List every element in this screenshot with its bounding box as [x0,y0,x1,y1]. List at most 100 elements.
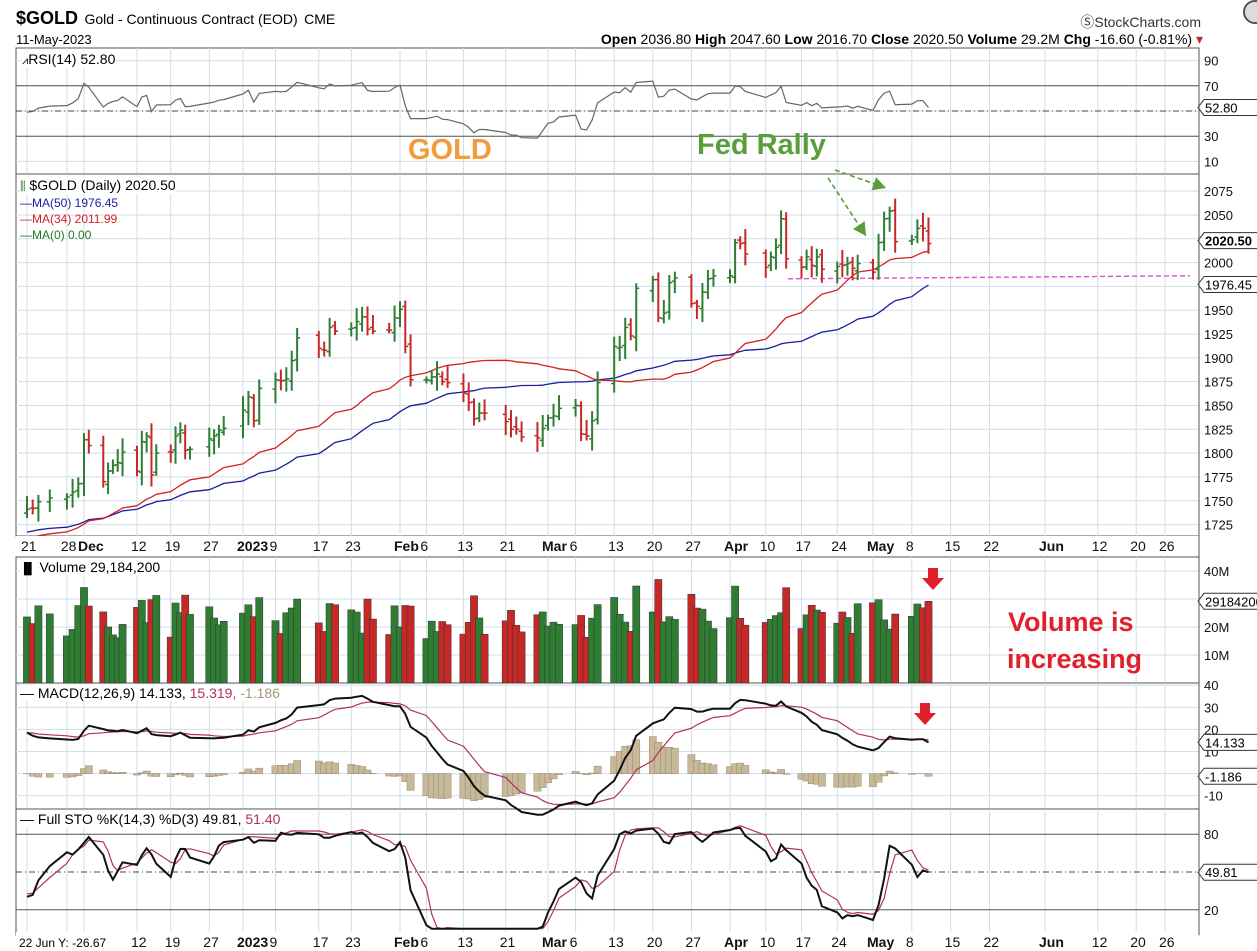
macd-hist-bar [726,766,734,774]
macd-hist-bar [593,765,602,774]
volume-bar [736,618,745,684]
macd-title-b: 15.319, [189,685,237,701]
macd-hist-bar [320,762,329,774]
volume-bar [782,587,791,684]
fed-arrow-1-head [871,177,886,191]
volume-bar [385,634,394,684]
date-axis-bottom-label: 17 [313,934,329,950]
volume-value: 29.2M [1020,31,1060,47]
volume-bar [555,624,563,684]
macd-hist-bar [843,773,852,788]
date-axis-bottom-label: 24 [831,934,847,950]
macd-value-badge: 14.133 [1197,733,1257,751]
macd-hist-bar [802,773,811,782]
date-axis-middle-label: 13 [608,538,624,554]
macd-hist-bar [68,773,77,778]
macd-hist-bar [874,773,883,783]
macd-hist-bar [571,771,580,774]
volume-bar [406,605,415,684]
volume-bar [181,594,190,684]
date-axis-bottom-label: 6 [420,934,428,950]
macd-hist-bar [767,771,775,774]
volume-note-line2: increasing [1007,644,1143,674]
macd-tick-label: -10 [1204,789,1223,804]
price-panel [15,173,1200,537]
ma50-legend-label: MA(50) 1976.45 [32,196,119,210]
macd-hist-bar [427,773,436,799]
macd-hist-bar [731,763,739,774]
volume-bar [512,625,521,684]
ma0-legend-label: MA(0) 0.00 [32,228,92,242]
macd-hist-bar [46,773,54,778]
sto-value-badge: 49.81 [1197,863,1257,881]
volume-title: ▐▌ Volume 29,184,200 [20,559,161,575]
volume-bar [924,601,933,684]
volume-bar [812,609,821,684]
volume-bar [443,624,452,684]
macd-tick-label: 10 [1204,745,1218,760]
volume-bar [287,607,296,684]
volume-value-badge-shape [1197,592,1257,610]
date-axis-bottom-label: Feb [394,934,419,950]
volume-bar [34,605,43,684]
macd-hist-bar [282,765,291,774]
macd-hist-bar [464,773,473,800]
volume-bar [137,600,146,684]
cursor-readout: 22 Jun Y: -26.67 [19,936,111,950]
macd-hist-bar [660,746,668,774]
rsi-tick-label: 90 [1204,54,1218,69]
macd-hist-bar [406,773,415,791]
date-axis-middle-label: 26 [1159,538,1175,554]
sto-value-badge-shape [1197,863,1257,881]
date-axis-middle-label: 23 [345,538,361,554]
close-value-badge: 2020.50 [1197,232,1257,250]
macd-hist-bar [459,773,468,799]
volume-bar [693,607,701,684]
macd-hist-bar [422,773,431,796]
corner-button[interactable] [1243,0,1257,24]
date-axis-middle-bg [16,536,1199,555]
price-tick-label: 2025 [1204,232,1233,247]
date-axis-middle-label: 10 [760,538,776,554]
macd-hist-bar [239,771,247,774]
macd-hist-bar [480,773,489,798]
volume-bar [913,603,922,684]
fed-rally-annotation: Fed Rally [697,129,826,161]
macd-hist-bar [610,756,618,774]
volume-bar [133,607,141,684]
exchange-label: CME [304,11,336,27]
volume-bar [772,615,780,684]
volume-bar [84,605,93,684]
macd-hist-bar [475,773,484,800]
macd-hist-bar [555,773,563,775]
macd-hist-bar [885,770,894,774]
volume-bar [777,612,785,684]
date-axis-middle-label: 9 [269,538,277,554]
volume-value-badge: 29184200 [1197,592,1257,610]
fed-arrow-2 [827,177,867,237]
volume-bar [621,621,630,684]
volume-bar [396,626,404,684]
ma34-legend-item: —MA(34) 2011.99 [20,212,118,226]
chg-label: Chg [1063,31,1091,47]
volume-bar [433,631,441,684]
volume-bar [670,619,679,684]
macd-hist-bar [74,773,83,776]
volume-bar [698,608,707,684]
macd-hist-bar [470,773,478,801]
price-tick-label: 1900 [1204,351,1233,366]
macd-hist-bar [118,772,127,774]
price-tick-label: 1825 [1204,422,1233,437]
date-axis-middle-label: Apr [724,538,749,554]
volume-bar [271,620,280,684]
macd-hist-bar [549,773,558,780]
macd-hist-bar [147,773,156,777]
macd-hist-bar [331,762,339,774]
volume-bar [470,595,478,684]
volume-icon: ▐▌ [20,563,36,575]
date-axis-middle-label: 8 [906,538,914,554]
macd-hist-bar [28,773,37,777]
sto-d-line [26,825,929,930]
macd-hist-bar [186,773,194,778]
date-axis-bottom-bg [16,932,1199,951]
